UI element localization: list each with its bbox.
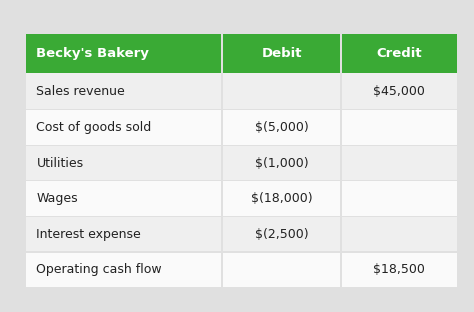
Bar: [26, 74, 222, 109]
Text: Interest expense: Interest expense: [36, 228, 141, 241]
Bar: [222, 217, 341, 251]
Bar: [26, 109, 457, 110]
Text: $(5,000): $(5,000): [255, 121, 309, 134]
Bar: [26, 216, 457, 217]
Bar: [26, 180, 457, 181]
Bar: [26, 146, 222, 180]
Bar: [222, 181, 341, 216]
Text: Operating cash flow: Operating cash flow: [36, 263, 162, 276]
Text: $(18,000): $(18,000): [251, 192, 312, 205]
Bar: [341, 74, 457, 109]
Text: $(2,500): $(2,500): [255, 228, 309, 241]
Text: Becky's Bakery: Becky's Bakery: [36, 47, 149, 61]
Text: $(1,000): $(1,000): [255, 157, 309, 169]
Bar: [340, 34, 342, 287]
Bar: [341, 217, 457, 251]
Bar: [341, 34, 457, 74]
Bar: [26, 34, 222, 74]
Bar: [341, 181, 457, 216]
Bar: [26, 181, 222, 216]
Bar: [222, 74, 341, 109]
Bar: [26, 110, 222, 145]
Bar: [26, 145, 457, 146]
Bar: [341, 252, 457, 287]
Text: $18,500: $18,500: [373, 263, 425, 276]
Text: Sales revenue: Sales revenue: [36, 85, 125, 98]
Bar: [222, 110, 341, 145]
Bar: [26, 251, 457, 252]
Text: Debit: Debit: [261, 47, 302, 61]
Bar: [222, 252, 341, 287]
Text: Wages: Wages: [36, 192, 78, 205]
Text: Credit: Credit: [376, 47, 422, 61]
Bar: [26, 34, 457, 287]
Bar: [26, 217, 222, 251]
Text: Utilities: Utilities: [36, 157, 83, 169]
Bar: [222, 146, 341, 180]
Text: $45,000: $45,000: [373, 85, 425, 98]
Text: Cost of goods sold: Cost of goods sold: [36, 121, 152, 134]
Bar: [341, 146, 457, 180]
Bar: [26, 252, 222, 287]
Bar: [341, 110, 457, 145]
Bar: [221, 34, 223, 287]
Bar: [222, 34, 341, 74]
